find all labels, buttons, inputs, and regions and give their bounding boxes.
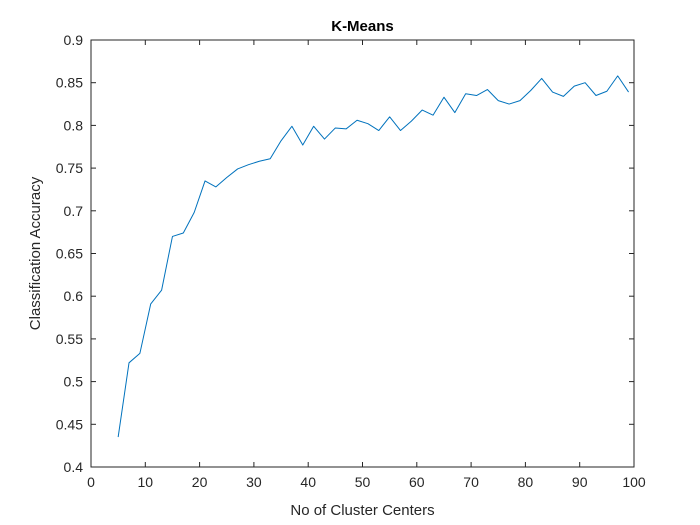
series-line	[117, 75, 629, 438]
y-axis-label: Classification Accuracy	[27, 176, 44, 330]
y-tick-label: 0.8	[64, 117, 84, 133]
y-tick-label: 0.7	[64, 203, 84, 219]
chart-title: K-Means	[331, 18, 394, 35]
x-axis-ticks: 0 10 20 30 40 50 60 70 80 90 100	[87, 40, 646, 490]
y-tick-label: 0.45	[56, 416, 83, 432]
axes-box	[90, 39, 635, 468]
y-tick-label: 0.75	[56, 160, 83, 176]
x-tick-label: 80	[518, 474, 534, 490]
y-tick-label: 0.5	[64, 374, 84, 390]
x-tick-label: 40	[300, 474, 316, 490]
x-tick-label: 90	[572, 474, 588, 490]
y-tick-label: 0.4	[64, 459, 84, 475]
x-tick-label: 70	[463, 474, 479, 490]
y-tick-label: 0.6	[64, 288, 84, 304]
x-tick-label: 50	[355, 474, 371, 490]
x-tick-label: 60	[409, 474, 425, 490]
x-tick-label: 10	[138, 474, 154, 490]
x-tick-label: 20	[192, 474, 208, 490]
y-tick-label: 0.9	[64, 32, 84, 48]
x-axis-label: No of Cluster Centers	[290, 502, 434, 519]
x-tick-label: 100	[622, 474, 646, 490]
plot-area	[91, 40, 634, 467]
y-tick-label: 0.65	[56, 246, 83, 262]
y-tick-label: 0.55	[56, 331, 83, 347]
x-tick-label: 30	[246, 474, 262, 490]
y-tick-label: 0.85	[56, 75, 83, 91]
y-axis-ticks: 0.4 0.45 0.5 0.55 0.6 0.65 0.7 0.75 0.8 0.85 0.9	[56, 32, 634, 475]
x-tick-label: 0	[87, 474, 95, 490]
